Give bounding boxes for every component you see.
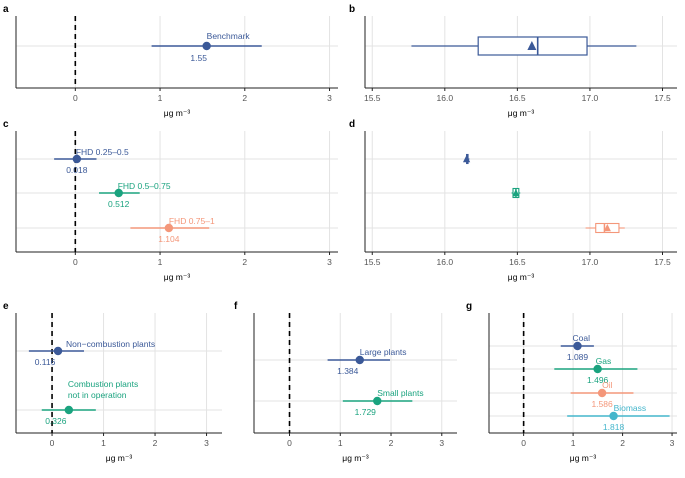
point-label: Coal (573, 333, 591, 343)
data-point (64, 405, 74, 415)
x-tick-label: 2 (389, 438, 394, 448)
x-tick-label: 3 (439, 438, 444, 448)
x-tick-label: 17.5 (654, 257, 671, 267)
x-tick-label: 16.5 (509, 257, 526, 267)
x-axis-title: μg m⁻³ (342, 453, 369, 463)
x-tick-label: 15.5 (364, 257, 381, 267)
point-label: FHD 0.75–1 (169, 216, 215, 226)
panel-d: d 15.5 16.0 16.5 17.0 17.5 μg m⁻³ (349, 119, 677, 282)
data-point (72, 154, 82, 164)
box-mean-marker (527, 41, 537, 50)
x-tick-label: 0 (50, 438, 55, 448)
x-axis-title: μg m⁻³ (106, 453, 133, 463)
value-label: 1.729 (355, 407, 377, 417)
panel-letter: f (234, 301, 238, 312)
x-tick-label: 1 (101, 438, 106, 448)
data-point (597, 388, 607, 398)
value-label: 0.326 (45, 416, 67, 426)
data-point (373, 396, 382, 406)
x-tick-label: 17.0 (582, 93, 599, 103)
value-label: 1.104 (158, 234, 180, 244)
point-label: Benchmark (207, 31, 251, 41)
x-tick-label: 1 (571, 438, 576, 448)
panel-letter: b (349, 4, 355, 15)
panel-c: c 0 1 2 3 μg m⁻³ FHD 0.25–0.5 0.018 FHD 0.5–0.75… (3, 119, 338, 282)
x-axis-title: μg m⁻³ (508, 272, 535, 282)
box-mean-marker (512, 189, 520, 197)
data-point (593, 364, 602, 374)
value-label: 0.116 (35, 357, 56, 367)
data-point (355, 355, 364, 365)
data-point (114, 188, 123, 198)
panel-letter: c (3, 119, 9, 130)
x-tick-label: 2 (242, 257, 247, 267)
x-tick-label: 0 (521, 438, 526, 448)
point-label-line: not in operation (68, 390, 127, 400)
x-tick-label: 1 (158, 93, 163, 103)
x-axis-title: μg m⁻³ (508, 108, 535, 118)
panel-b: b 15.5 16.0 16.5 17.0 17.5 μg m⁻³ (349, 4, 677, 118)
x-tick-label: 3 (327, 257, 332, 267)
panel-letter: a (3, 4, 9, 15)
value-label: 1.818 (603, 422, 625, 432)
x-axis-title: μg m⁻³ (164, 108, 191, 118)
point-label: Combustion plants not in operation (68, 379, 138, 400)
x-tick-label: 3 (327, 93, 332, 103)
point-label: Gas (596, 356, 612, 366)
x-tick-label: 16.0 (437, 93, 454, 103)
value-label: 0.018 (66, 165, 88, 175)
value-label: 1.496 (587, 375, 609, 385)
value-label: 1.384 (337, 366, 359, 376)
panel-letter: g (466, 301, 472, 312)
data-point (202, 41, 211, 51)
x-tick-label: 0 (73, 93, 78, 103)
point-label: Biomass (614, 403, 647, 413)
point-label: FHD 0.5–0.75 (118, 181, 171, 191)
x-axis-title: μg m⁻³ (570, 453, 597, 463)
x-tick-label: 2 (153, 438, 158, 448)
x-tick-label: 17.0 (582, 257, 599, 267)
data-point (609, 411, 618, 421)
value-label: 1.55 (190, 53, 207, 63)
x-tick-label: 17.5 (654, 93, 671, 103)
box-mean-marker (462, 155, 471, 163)
x-tick-label: 16.0 (437, 257, 454, 267)
x-tick-label: 2 (620, 438, 625, 448)
panel-e: e 0 1 2 3 μg m⁻³ Non−combustion plants 0.116 Com… (3, 301, 222, 463)
value-label: 1.586 (591, 399, 613, 409)
x-tick-label: 3 (204, 438, 209, 448)
x-tick-label: 1 (158, 257, 163, 267)
x-tick-label: 16.5 (509, 93, 526, 103)
point-label: Non−combustion plants (66, 339, 155, 349)
x-tick-label: 2 (242, 93, 247, 103)
data-point (573, 341, 582, 351)
panel-a: a 0 1 2 3 μg m⁻³ Benchmark 1.55 (3, 4, 338, 118)
x-tick-label: 0 (287, 438, 292, 448)
panel-letter: d (349, 119, 355, 130)
box-mean-marker (603, 224, 611, 232)
value-label: 0.512 (108, 199, 130, 209)
point-label: FHD 0.25–0.5 (76, 147, 129, 157)
x-tick-label: 1 (338, 438, 343, 448)
panel-letter: e (3, 301, 9, 312)
x-tick-label: 3 (670, 438, 675, 448)
point-label: Small plants (377, 388, 423, 398)
value-label: 1.089 (567, 352, 589, 362)
data-point (53, 346, 63, 356)
point-label: Large plants (360, 347, 407, 357)
point-label-line: Combustion plants (68, 379, 138, 389)
x-tick-label: 15.5 (364, 93, 381, 103)
x-axis-title: μg m⁻³ (164, 272, 191, 282)
x-tick-label: 0 (73, 257, 78, 267)
data-point (164, 223, 174, 233)
point-label: Oil (602, 380, 613, 390)
